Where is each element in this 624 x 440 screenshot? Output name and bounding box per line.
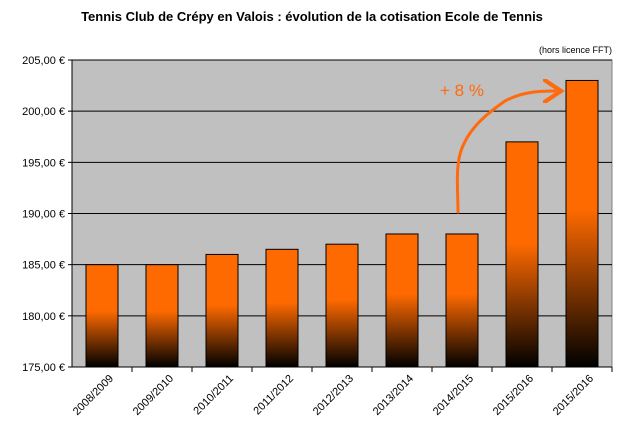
x-tick-label: 2015/2016 [551,373,596,418]
x-tick-label: 2014/2015 [431,373,476,418]
x-tick-label: 2010/2011 [191,373,236,418]
growth-arrow [455,91,555,214]
bar-8 [565,79,599,368]
annotation-growth: + 8 % [440,81,484,100]
bar-1 [145,264,179,368]
bar-3 [265,248,299,368]
x-tick-label: 2009/2010 [131,373,176,418]
y-tick-label: 200,00 € [22,106,65,118]
bar-2 [205,253,239,368]
bar-6 [445,233,479,368]
bar-0 [85,264,119,368]
bar-7 [505,141,539,368]
x-tick-label: 2015/2016 [491,373,536,418]
y-tick-label: 195,00 € [22,157,65,169]
chart-note: (hors licence FFT) [538,45,612,55]
y-tick-label: 175,00 € [22,362,65,374]
y-tick-label: 205,00 € [22,55,65,67]
x-tick-label: 2012/2013 [311,373,356,418]
y-tick-label: 180,00 € [22,311,65,323]
x-tick-label: 2008/2009 [71,373,116,418]
bar-5 [385,233,419,368]
x-tick-label: 2013/2014 [371,373,416,418]
chart-title: Tennis Club de Crépy en Valois : évoluti… [81,9,543,24]
y-tick-label: 185,00 € [22,260,65,272]
y-tick-label: 190,00 € [22,209,65,221]
x-tick-label: 2011/2012 [251,373,296,418]
bar-4 [325,243,359,368]
